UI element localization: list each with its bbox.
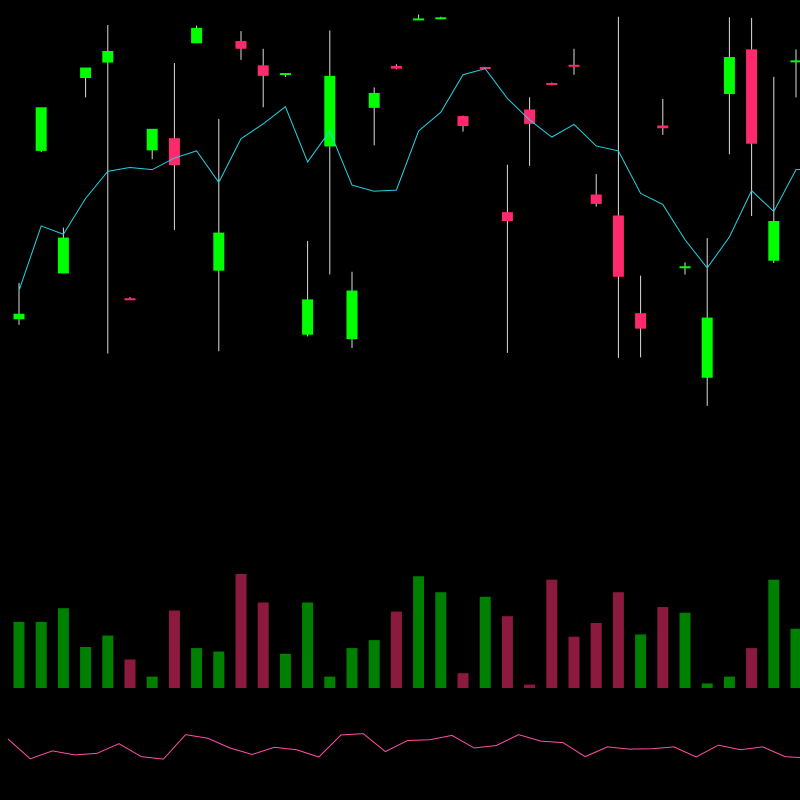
- volume-bar: [435, 592, 447, 688]
- volume-bar: [790, 628, 800, 688]
- volume-bar: [479, 596, 491, 688]
- candle-body: [413, 18, 425, 21]
- candle-body: [80, 67, 92, 79]
- volume-bar: [390, 611, 402, 688]
- volume-bar: [235, 574, 247, 688]
- candle-body: [57, 237, 69, 274]
- volume-bar: [701, 683, 713, 688]
- candle-body: [657, 125, 669, 129]
- candle-body: [279, 73, 291, 76]
- volume-bar: [102, 635, 114, 688]
- moving-average-line: [18, 68, 800, 291]
- candle-body: [435, 17, 447, 20]
- candle-body: [746, 49, 758, 144]
- candle-body: [457, 116, 469, 127]
- candle-body: [35, 107, 47, 151]
- candle-body: [790, 60, 800, 63]
- candle-body: [213, 232, 225, 271]
- candle-body: [191, 27, 203, 44]
- candle-body: [168, 138, 180, 166]
- volume-panel: [13, 574, 800, 688]
- volume-bar: [413, 576, 425, 688]
- volume-bar: [679, 612, 691, 688]
- candle-body: [701, 317, 713, 378]
- price-panel: [13, 14, 800, 406]
- volume-bar: [635, 634, 647, 688]
- candle-body: [124, 298, 136, 301]
- volume-bar: [324, 676, 336, 688]
- candle-body: [501, 212, 513, 221]
- volume-bar: [590, 623, 602, 688]
- volume-bar: [302, 602, 314, 688]
- volume-bar: [346, 648, 358, 688]
- candle-body: [13, 313, 25, 320]
- volume-bar: [568, 636, 580, 688]
- volume-bar: [146, 676, 158, 688]
- candle-body: [302, 299, 314, 335]
- volume-bar: [368, 640, 380, 688]
- volume-bar: [657, 607, 669, 688]
- candle-body: [146, 128, 158, 151]
- candle-body: [635, 313, 647, 329]
- candle-body: [346, 290, 358, 340]
- candle-body: [568, 64, 580, 67]
- volume-bar: [257, 602, 269, 688]
- volume-bar: [746, 648, 758, 688]
- candle-body: [524, 109, 536, 124]
- volume-bar: [457, 673, 469, 688]
- candle-body: [235, 41, 247, 49]
- candle-body: [612, 215, 624, 277]
- volume-bar: [213, 651, 225, 688]
- volume-bar: [546, 579, 558, 688]
- candle-body: [368, 92, 380, 108]
- volume-bar: [57, 608, 69, 688]
- candle-body: [723, 57, 735, 95]
- volume-bar: [279, 653, 291, 688]
- volume-bar: [612, 592, 624, 688]
- indicator-line: [7, 733, 800, 760]
- candle-body: [546, 83, 558, 85]
- volume-bar: [191, 648, 203, 688]
- candle-body: [102, 50, 114, 63]
- indicator-panel: [7, 733, 800, 760]
- volume-bar: [13, 621, 25, 688]
- volume-bar: [124, 659, 136, 688]
- volume-bar: [80, 646, 92, 688]
- candle-body: [590, 194, 602, 204]
- candle-body: [390, 65, 402, 69]
- candle-body: [768, 221, 780, 261]
- candle-body: [324, 75, 336, 147]
- candle-body: [679, 266, 691, 269]
- volume-bar: [501, 616, 513, 688]
- candle-body: [479, 66, 491, 69]
- volume-bar: [723, 676, 735, 688]
- volume-bar: [168, 610, 180, 688]
- volume-bar: [768, 579, 780, 688]
- volume-bar: [35, 621, 47, 688]
- candle-body: [257, 65, 269, 76]
- volume-bar: [524, 684, 536, 688]
